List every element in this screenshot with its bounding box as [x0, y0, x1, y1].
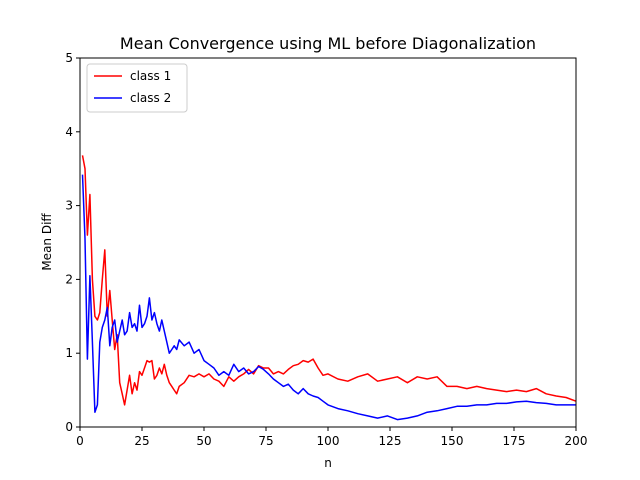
plot-frame: [79, 57, 577, 428]
x-axis: 0 25 50 75 100 125 150 175 200: [76, 427, 587, 448]
y-tick-label: 5: [65, 51, 73, 65]
x-axis-title: n: [324, 456, 332, 470]
y-tick-label: 2: [65, 272, 73, 286]
x-tick-label: 0: [76, 434, 84, 448]
x-tick-label: 50: [196, 434, 211, 448]
x-tick-label: 75: [258, 434, 273, 448]
y-tick-label: 3: [65, 199, 73, 213]
series-line-1: [81, 155, 577, 406]
series-line-2: [81, 174, 576, 421]
x-tick-label: 200: [565, 434, 588, 448]
plot-area: [81, 155, 577, 421]
legend: class 1 class 2: [86, 63, 188, 113]
y-axis: 0 1 2 3 4 5: [65, 51, 80, 434]
x-tick-label: 175: [503, 434, 526, 448]
y-tick-label: 4: [65, 125, 73, 139]
y-axis-title: Mean Diff: [40, 213, 54, 271]
legend-label-1: class 1: [130, 69, 171, 83]
y-tick-label: 1: [65, 346, 73, 360]
y-tick-label: 0: [65, 420, 73, 434]
x-tick-label: 125: [379, 434, 402, 448]
legend-label-2: class 2: [130, 91, 171, 105]
x-tick-label: 25: [134, 434, 149, 448]
x-tick-label: 150: [441, 434, 464, 448]
x-tick-label: 100: [317, 434, 340, 448]
chart-title: Mean Convergence using ML before Diagona…: [120, 34, 536, 53]
